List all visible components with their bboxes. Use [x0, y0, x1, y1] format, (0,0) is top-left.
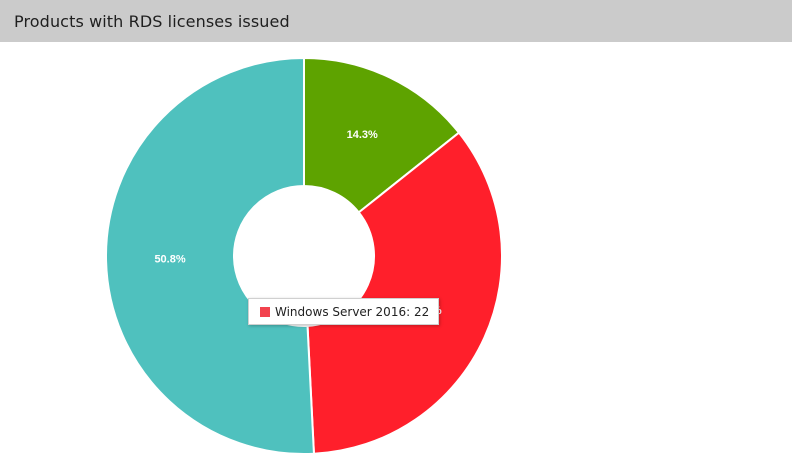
- tooltip-text: Windows Server 2016: 22: [275, 304, 430, 319]
- slice-label-3: 50.8%: [154, 253, 185, 265]
- slice-2[interactable]: [306, 131, 503, 455]
- donut-chart: 14.3%34.9%50.8%: [105, 56, 503, 455]
- slice-1[interactable]: [303, 56, 461, 214]
- tooltip-swatch: [260, 306, 270, 317]
- slice-3[interactable]: [105, 56, 315, 455]
- panel-title: Products with RDS licenses issued: [14, 11, 290, 31]
- slice-label-1: 14.3%: [347, 129, 378, 141]
- panel-header: Products with RDS licenses issued: [0, 0, 792, 42]
- chart-tooltip: Windows Server 2016: 22: [248, 298, 440, 325]
